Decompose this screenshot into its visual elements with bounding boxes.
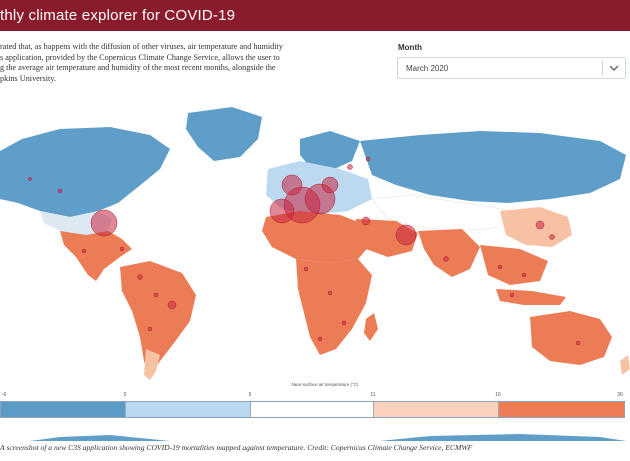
legend-title: Near-surface air temperature (°C) xyxy=(291,382,359,387)
region-siberia-cold xyxy=(360,131,626,203)
intro-line: pkins University. xyxy=(0,73,56,83)
marker-uk xyxy=(281,174,303,196)
region-southeast-asia-hot xyxy=(480,245,548,285)
region-south-america-hot xyxy=(120,261,196,377)
marker-china xyxy=(535,220,545,230)
marker-spain xyxy=(269,198,295,224)
marker-small xyxy=(28,177,32,181)
legend-segment xyxy=(499,402,624,417)
legend-tick: 30 xyxy=(617,392,623,398)
region-indonesia-hot xyxy=(496,289,566,305)
legend-color-scale xyxy=(0,401,625,418)
marker-small xyxy=(549,234,555,240)
marker-small xyxy=(57,188,63,194)
legend-tick: 16 xyxy=(495,392,501,398)
legend-tick: 5 xyxy=(248,392,252,398)
marker-small xyxy=(509,292,515,298)
marker-small xyxy=(341,320,347,326)
marker-germany xyxy=(321,176,339,194)
covid-markers xyxy=(28,156,581,346)
marker-small xyxy=(347,164,353,170)
marker-turkey xyxy=(361,216,371,226)
intro-line: rated that, as happens with the diffusio… xyxy=(0,42,283,51)
legend-tick: 11 xyxy=(370,392,376,398)
marker-small xyxy=(137,274,143,280)
region-africa-hot xyxy=(296,259,372,355)
intro-line: s application, provided by the Copernicu… xyxy=(0,52,280,62)
marker-small xyxy=(521,272,527,278)
map-preview-strip xyxy=(0,428,630,441)
region-north-america-cold xyxy=(0,127,170,217)
intro-text: rated that, as happens with the diffusio… xyxy=(0,42,385,84)
strip-land xyxy=(380,434,626,441)
select-divider xyxy=(602,61,603,75)
region-greenland-cold xyxy=(186,107,262,161)
month-label: Month xyxy=(398,43,422,52)
region-scandinavia-cold xyxy=(300,131,360,171)
month-select-value: March 2020 xyxy=(406,64,449,73)
image-caption: A screenshot of a new C3S application sh… xyxy=(0,443,473,452)
marker-small xyxy=(497,264,503,270)
marker-iran xyxy=(395,224,417,246)
region-patagonia-warm xyxy=(144,349,160,380)
region-north-africa-hot xyxy=(262,211,372,263)
legend-segment xyxy=(126,402,251,417)
legend-tick: -0 xyxy=(1,392,7,398)
intro-line: g the average air temperature and humidi… xyxy=(0,63,276,73)
region-south-asia-hot xyxy=(418,229,480,277)
legend-segment xyxy=(1,402,126,417)
region-madagascar-hot xyxy=(364,313,378,341)
marker-small xyxy=(317,336,323,342)
marker-small xyxy=(327,290,333,296)
marker-usa xyxy=(90,209,118,237)
marker-small xyxy=(443,256,449,262)
legend-ticks: -0 0 5 11 16 30 xyxy=(0,392,630,400)
marker-small xyxy=(303,266,309,272)
marker-small xyxy=(81,248,87,254)
chevron-down-icon xyxy=(609,65,619,71)
region-central-america-hot xyxy=(60,231,132,281)
region-australia-hot xyxy=(530,311,612,365)
app-header: thly climate explorer for COVID-19 xyxy=(0,0,630,31)
marker-small xyxy=(153,292,159,298)
marker-small xyxy=(575,340,581,346)
app-title: thly climate explorer for COVID-19 xyxy=(0,7,236,24)
marker-small xyxy=(119,246,125,252)
legend-segment xyxy=(374,402,499,417)
marker-small xyxy=(147,326,153,332)
legend-tick: 0 xyxy=(123,392,127,398)
legend-segment xyxy=(251,402,374,417)
region-new-zealand-warm xyxy=(620,355,630,375)
marker-small xyxy=(365,156,371,162)
month-select[interactable]: March 2020 xyxy=(397,57,626,79)
world-map[interactable] xyxy=(0,99,630,380)
region-east-asia-warm xyxy=(500,207,572,247)
marker-brazil xyxy=(167,300,177,310)
strip-land xyxy=(30,435,170,441)
